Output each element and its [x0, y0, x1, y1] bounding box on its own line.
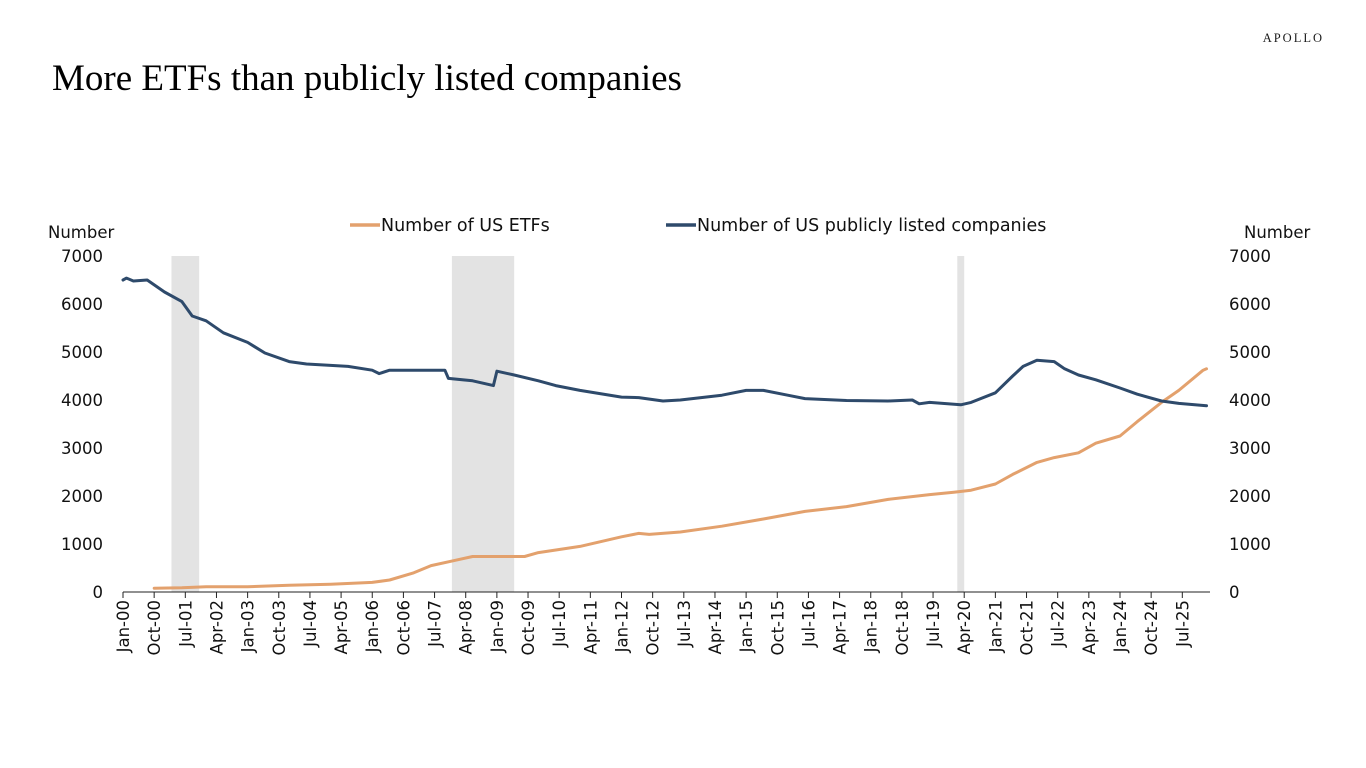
x-tick-label-25: Oct-18	[893, 600, 912, 655]
y-tick-left-2000: 2000	[61, 487, 103, 506]
x-tick-label-15: Apr-11	[581, 600, 600, 654]
x-tick-label-7: Apr-05	[332, 600, 351, 654]
y-tick-right-5000: 5000	[1229, 343, 1271, 362]
x-tick-label-30: Jul-22	[1049, 600, 1068, 648]
x-tick-label-10: Jul-07	[426, 600, 445, 648]
x-tick-label-3: Apr-02	[207, 600, 226, 654]
y-tick-left-6000: 6000	[61, 295, 103, 314]
series-line-0	[152, 367, 1208, 590]
y-tick-left-4000: 4000	[61, 391, 103, 410]
x-tick-label-21: Oct-15	[768, 600, 787, 655]
recession-bands	[171, 256, 965, 592]
brand-logo: APOLLO	[1262, 31, 1324, 45]
x-tick-label-20: Jan-15	[737, 600, 756, 653]
x-tick-label-18: Jul-13	[675, 600, 694, 648]
y-tick-left-7000: 7000	[61, 247, 103, 266]
y-tick-left-0: 0	[93, 583, 104, 602]
y-tick-right-3000: 3000	[1229, 439, 1271, 458]
x-tick-label-5: Oct-03	[270, 600, 289, 655]
x-tick-label-26: Jul-19	[924, 600, 943, 648]
y-tick-left-1000: 1000	[61, 535, 103, 554]
page-title: More ETFs than publicly listed companies	[52, 58, 682, 99]
legend-label-1: Number of US publicly listed companies	[697, 216, 1046, 236]
y-tick-right-2000: 2000	[1229, 487, 1271, 506]
y-tick-right-4000: 4000	[1229, 391, 1271, 410]
x-tick-label-34: Jul-25	[1173, 600, 1192, 648]
chart-axes: 0 0 1000 1000 2000 2000 3000 3000 4000 4000 5000 50…	[61, 247, 1271, 655]
y-tick-left-5000: 5000	[61, 343, 103, 362]
x-tick-label-16: Jan-12	[612, 600, 631, 653]
x-tick-label-32: Jan-24	[1111, 600, 1130, 653]
x-tick-label-22: Jul-16	[799, 600, 818, 648]
x-tick-label-1: Oct-00	[145, 600, 164, 655]
y-tick-right-1000: 1000	[1229, 535, 1271, 554]
x-tick-label-13: Oct-09	[519, 600, 538, 655]
x-tick-label-29: Oct-21	[1018, 600, 1037, 655]
left-axis-label: Number	[48, 223, 114, 242]
recession-band-1	[451, 256, 515, 592]
y-tick-right-0: 0	[1229, 583, 1240, 602]
x-tick-label-6: Jul-04	[301, 600, 320, 648]
x-tick-label-17: Oct-12	[644, 600, 663, 655]
y-tick-right-6000: 6000	[1229, 295, 1271, 314]
x-tick-label-11: Apr-08	[457, 600, 476, 654]
recession-band-2	[957, 256, 965, 592]
x-tick-label-9: Oct-06	[394, 600, 413, 655]
series-line-1	[121, 276, 1208, 408]
x-tick-label-19: Apr-14	[706, 600, 725, 654]
x-tick-label-33: Oct-24	[1142, 600, 1161, 655]
x-tick-label-8: Jan-06	[363, 600, 382, 653]
y-tick-left-3000: 3000	[61, 439, 103, 458]
legend-label-0: Number of US ETFs	[381, 216, 550, 236]
x-tick-label-27: Apr-20	[955, 600, 974, 654]
x-tick-label-4: Jan-03	[239, 600, 258, 653]
x-tick-label-31: Apr-23	[1080, 600, 1099, 654]
chart-series	[121, 276, 1208, 590]
x-tick-label-12: Jan-09	[488, 600, 507, 653]
right-axis-label: Number	[1244, 223, 1310, 242]
x-tick-label-2: Jul-01	[176, 600, 195, 648]
x-tick-label-14: Jul-10	[550, 600, 569, 648]
recession-band-0	[171, 256, 200, 592]
x-tick-label-0: Jan-00	[114, 600, 133, 653]
y-tick-right-7000: 7000	[1229, 247, 1271, 266]
x-tick-label-23: Apr-17	[831, 600, 850, 654]
x-tick-label-24: Jan-18	[862, 600, 881, 653]
x-tick-label-28: Jan-21	[986, 600, 1005, 653]
chart-legend: Number of US ETFs Number of US publicly l…	[350, 216, 1046, 236]
